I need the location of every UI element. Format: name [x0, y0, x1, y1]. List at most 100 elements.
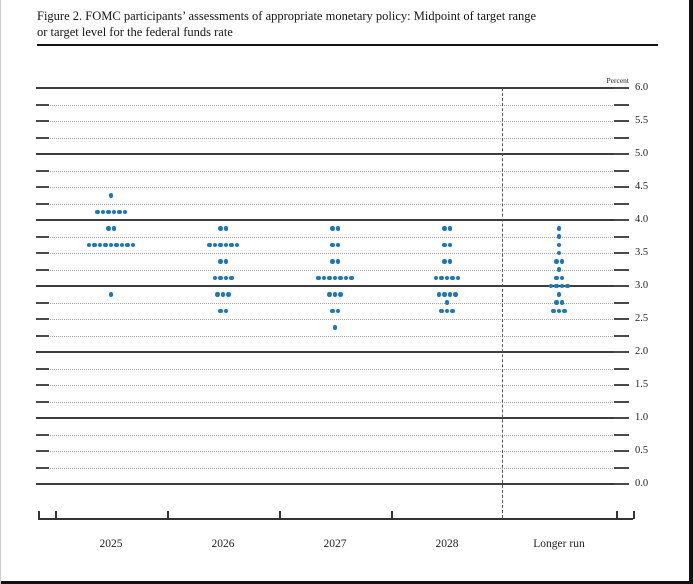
dot-row	[316, 275, 354, 280]
y-axis-left-tick	[36, 433, 49, 436]
gridline-solid	[36, 219, 619, 221]
projection-dot	[229, 275, 234, 280]
x-axis-tick	[167, 511, 169, 519]
gridline-dotted	[43, 451, 613, 452]
projection-dot	[444, 300, 450, 305]
dot-row	[556, 234, 562, 239]
gridline-dotted	[43, 269, 613, 271]
dot-row	[108, 193, 114, 198]
y-axis-right-tick	[614, 136, 629, 139]
projection-dot	[332, 275, 338, 280]
projection-dot	[223, 259, 228, 264]
page-right-border	[689, 0, 693, 584]
dot-row	[548, 283, 570, 289]
projection-dot	[114, 242, 119, 247]
y-axis-right-tick	[614, 367, 629, 370]
dot-row	[330, 226, 340, 231]
gridline-solid	[36, 153, 619, 155]
projection-dot	[335, 242, 340, 247]
projection-dot	[119, 242, 125, 247]
dot-row	[556, 250, 562, 256]
dot-row	[332, 325, 338, 330]
y-axis-right-tick	[614, 483, 629, 485]
gridline-dotted	[43, 236, 613, 238]
dot-row	[218, 259, 228, 264]
projection-dot	[554, 283, 559, 289]
longer-run-separator	[502, 88, 503, 518]
projection-dot	[559, 300, 564, 305]
y-axis-label: 4.5	[635, 181, 649, 192]
projection-dot	[338, 292, 343, 297]
projection-dot	[103, 242, 108, 247]
x-axis-label: 2025	[99, 538, 123, 550]
y-axis-label: 2.0	[635, 346, 649, 357]
projection-dot	[327, 275, 332, 280]
y-axis-right-tick	[614, 268, 629, 271]
y-axis-label: 0.0	[635, 478, 649, 489]
dot-row	[215, 292, 231, 297]
projection-dot	[556, 234, 562, 239]
gridline-dotted	[43, 104, 613, 106]
y-axis-label: 3.0	[635, 280, 649, 291]
dot-row	[218, 308, 228, 313]
y-axis-label: 3.5	[635, 247, 649, 258]
projection-dot	[218, 275, 223, 280]
projection-dot	[207, 242, 212, 247]
y-axis-right-tick	[614, 450, 629, 452]
projection-dot	[556, 226, 562, 231]
projection-dot	[554, 300, 559, 305]
y-axis-right-tick	[614, 87, 629, 89]
projection-dot	[335, 259, 340, 264]
y-axis-label: 5.5	[635, 115, 649, 126]
gridline-solid	[36, 285, 619, 287]
gridline-dotted	[43, 121, 613, 122]
projection-dot	[439, 308, 444, 313]
projection-dot	[223, 226, 228, 231]
dot-row	[207, 242, 239, 247]
projection-dot	[450, 275, 455, 280]
projection-dot	[215, 292, 220, 297]
x-axis-tick	[279, 511, 281, 519]
dot-row	[330, 259, 340, 264]
y-axis-label: 1.5	[635, 379, 649, 390]
gridline-solid	[36, 483, 619, 485]
y-axis-label: 5.0	[635, 148, 649, 159]
dot-row	[95, 209, 127, 214]
projection-dot	[229, 242, 234, 247]
dot-row	[106, 226, 116, 231]
x-axis-label: 2026	[211, 538, 235, 550]
projection-dot	[442, 259, 447, 264]
x-axis-line	[38, 518, 633, 520]
y-axis-right-tick	[614, 351, 629, 353]
projection-dot	[108, 193, 114, 198]
y-axis-right-tick	[614, 285, 629, 287]
y-axis-left-tick	[36, 252, 49, 254]
y-axis-left-tick	[36, 202, 49, 205]
projection-dot	[442, 292, 447, 297]
projection-dot	[450, 308, 455, 313]
projection-dot	[548, 283, 553, 289]
y-axis-label: 6.0	[635, 82, 649, 93]
figure-title-line1: Figure 2. FOMC participants’ assessments…	[37, 9, 537, 23]
projection-dot	[556, 292, 562, 297]
projection-dot	[349, 275, 354, 280]
projection-dot	[447, 226, 452, 231]
y-axis-right-tick	[614, 219, 629, 221]
projection-dot	[442, 226, 447, 231]
projection-dot	[117, 209, 122, 214]
gridline-solid	[36, 417, 619, 419]
x-axis-label: 2028	[435, 538, 459, 550]
y-axis-label: 0.5	[635, 445, 649, 456]
x-axis-label: 2027	[323, 538, 347, 550]
projection-dot	[223, 275, 228, 280]
projection-dot	[218, 242, 223, 247]
dot-row	[551, 308, 567, 313]
y-axis-left-tick	[36, 103, 49, 106]
y-axis-right-tick	[614, 202, 629, 205]
y-axis-right-tick	[614, 466, 629, 469]
projection-dot	[444, 308, 450, 313]
projection-dot	[556, 267, 562, 272]
dot-row	[556, 226, 562, 231]
y-axis-unit-label: Percent	[606, 76, 630, 85]
